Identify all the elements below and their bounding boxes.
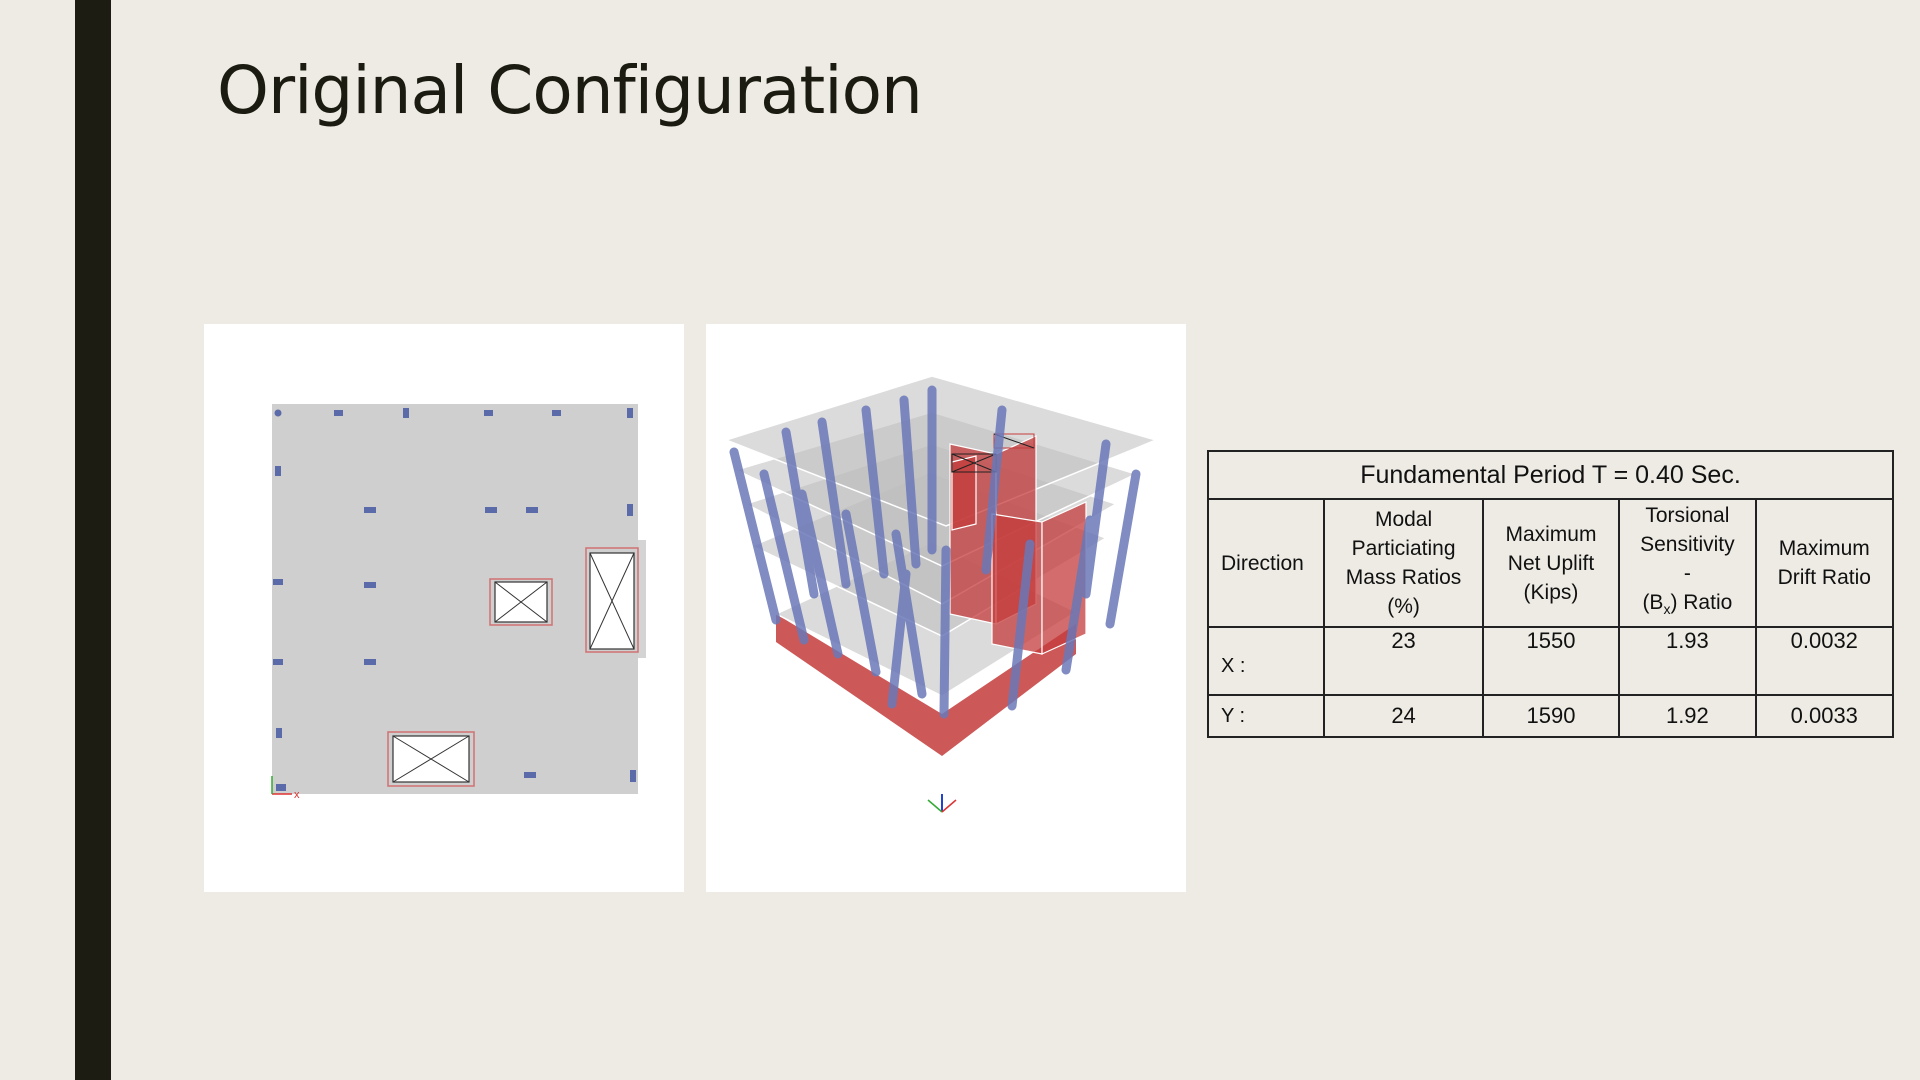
structural-model-3d-icon	[723, 375, 1159, 813]
accent-bar	[75, 0, 111, 1080]
floor-plan-drawing-icon: x	[271, 404, 646, 801]
torsion-cell: 1.93	[1618, 626, 1757, 696]
results-table: Fundamental Period T = 0.40 Sec. Directi…	[1206, 450, 1895, 738]
svg-text:x: x	[294, 789, 300, 801]
drift-cell: 0.0032	[1754, 626, 1895, 696]
drift-cell: 0.0033	[1754, 694, 1895, 738]
header-direction: Direction	[1206, 498, 1326, 628]
row-direction: Y :	[1206, 694, 1326, 738]
model-3d-figure	[706, 324, 1186, 892]
header-net-uplift: Maximum Net Uplift (Kips)	[1481, 498, 1621, 628]
header-drift-ratio: Maximum Drift Ratio	[1754, 498, 1895, 628]
uplift-cell: 1590	[1481, 694, 1621, 738]
row-direction: X :	[1206, 626, 1326, 696]
header-modal-mass-ratio: Modal Particiating Mass Ratios (%)	[1323, 498, 1484, 628]
header-torsional-sensitivity: Torsional Sensitivity - (Bx) Ratio	[1618, 498, 1757, 628]
table-title: Fundamental Period T = 0.40 Sec.	[1207, 450, 1894, 500]
table-row: Y : 24 1590 1.92 0.0033	[1206, 694, 1895, 738]
table-header-row: Direction Modal Particiating Mass Ratios…	[1206, 498, 1895, 628]
plan-view-figure: x	[204, 324, 684, 892]
uplift-cell: 1550	[1481, 626, 1621, 696]
table-row: X : 23 1550 1.93 0.0032	[1206, 626, 1895, 696]
torsion-cell: 1.92	[1618, 694, 1757, 738]
mass-ratio-cell: 24	[1323, 694, 1484, 738]
mass-ratio-cell: 23	[1323, 626, 1484, 696]
slide-title: Original Configuration	[217, 52, 923, 129]
